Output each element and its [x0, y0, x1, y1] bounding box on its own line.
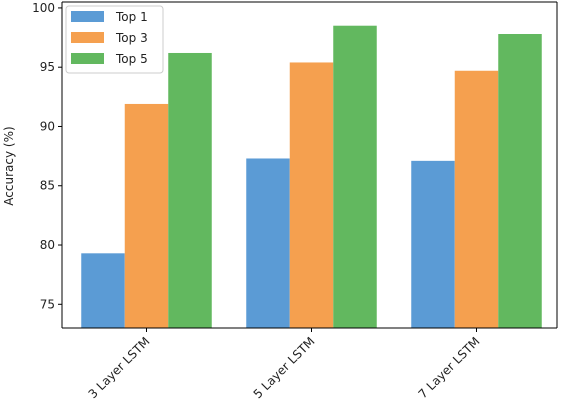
- legend: Top 1 Top 3 Top 5: [65, 5, 164, 74]
- legend-label-top-1: Top 1: [115, 10, 148, 24]
- bar-top-1-3: [411, 160, 455, 328]
- y-tick-label: 80: [40, 238, 55, 252]
- legend-swatch-top-5: [71, 53, 104, 64]
- y-tick-label: 95: [40, 60, 55, 74]
- bar-top-3-1: [124, 103, 169, 328]
- y-axis-label: Accuracy (%): [2, 126, 16, 205]
- legend-swatch-top-3: [71, 32, 104, 43]
- y-tick-label: 90: [40, 119, 55, 133]
- bar-top-1-1: [81, 253, 125, 328]
- bar-top-5-3: [498, 34, 542, 329]
- x-tick-label: 7 Layer LSTM: [416, 334, 483, 401]
- y-tick-label: 100: [32, 1, 55, 15]
- bar-top-5-1: [168, 52, 212, 328]
- legend-swatch-top-1: [71, 11, 104, 22]
- legend-label-top-3: Top 3: [115, 31, 148, 45]
- axes-group: [61, 1, 558, 329]
- x-tick-label: 5 Layer LSTM: [251, 334, 318, 401]
- bars-group: [81, 25, 542, 329]
- bar-top-5-2: [333, 25, 377, 328]
- y-tick-label: 75: [40, 297, 55, 311]
- bar-top-1-2: [246, 158, 290, 328]
- bar-top-3-2: [289, 62, 334, 328]
- y-tick-label: 85: [40, 179, 55, 193]
- bar-top-3-3: [454, 70, 499, 329]
- x-ticks-group: 3 Layer LSTM 5 Layer LSTM 7 Layer LSTM: [86, 328, 483, 401]
- y-ticks-group: 75 80 85 90 95 100: [32, 1, 62, 311]
- x-tick-label: 3 Layer LSTM: [86, 334, 153, 401]
- legend-label-top-5: Top 5: [115, 52, 148, 66]
